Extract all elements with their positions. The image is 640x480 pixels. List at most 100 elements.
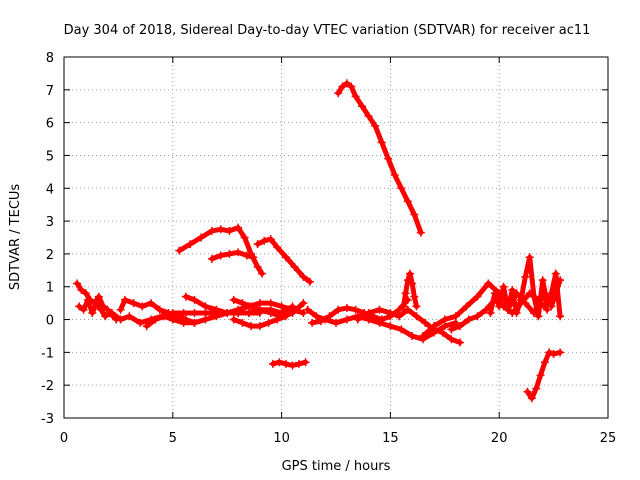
- data-point: [253, 240, 262, 249]
- data-point: [342, 304, 351, 313]
- series-arc-high-1: [175, 223, 267, 278]
- data-point: [347, 82, 356, 91]
- series-arc-steep: [334, 79, 425, 237]
- data-point: [234, 223, 243, 232]
- y-axis-label: SDTVAR / TECUs: [8, 184, 23, 291]
- data-point: [275, 358, 284, 367]
- data-point: [456, 322, 465, 331]
- data-point: [207, 226, 216, 235]
- data-point: [247, 302, 256, 311]
- data-point: [83, 295, 92, 304]
- data-point: [408, 331, 417, 340]
- data-point: [273, 243, 282, 252]
- series-arc-early-2: [75, 295, 121, 324]
- data-series: [73, 79, 565, 403]
- data-point: [532, 384, 541, 393]
- data-point: [77, 286, 86, 295]
- data-point: [416, 228, 425, 237]
- series-arc-drop: [229, 312, 290, 331]
- data-point: [364, 308, 373, 317]
- data-point: [412, 302, 421, 311]
- x-tick-label: 25: [600, 431, 617, 446]
- data-point: [244, 308, 253, 317]
- data-point: [268, 359, 277, 368]
- data-point: [512, 308, 521, 317]
- data-point: [299, 299, 308, 308]
- data-point: [536, 371, 545, 380]
- series-line: [496, 277, 563, 316]
- data-point: [399, 302, 408, 311]
- x-tick-label: 5: [169, 431, 177, 446]
- series-line: [118, 297, 198, 326]
- data-point: [410, 210, 419, 219]
- x-tick-label: 20: [491, 431, 508, 446]
- data-point: [386, 322, 395, 331]
- y-tick-label: 7: [46, 84, 54, 99]
- data-point: [190, 295, 199, 304]
- data-point: [190, 318, 199, 327]
- data-point: [151, 315, 160, 324]
- data-point: [556, 276, 565, 285]
- data-point: [342, 315, 351, 324]
- data-point: [545, 348, 554, 357]
- data-point: [540, 358, 549, 367]
- data-point: [408, 279, 417, 288]
- data-point: [125, 312, 134, 321]
- x-axis-label: GPS time / hours: [282, 459, 391, 474]
- data-point: [353, 315, 362, 324]
- data-point: [521, 272, 530, 281]
- series-arc-high-3: [253, 235, 314, 286]
- series-line: [335, 80, 424, 236]
- data-point: [240, 233, 249, 242]
- data-point: [260, 236, 269, 245]
- series-arc-late-7: [495, 276, 565, 317]
- series-line: [255, 236, 313, 285]
- series-line: [144, 300, 306, 329]
- data-point: [397, 325, 406, 334]
- data-point: [386, 308, 395, 317]
- data-point: [175, 246, 184, 255]
- data-point: [462, 302, 471, 311]
- data-point: [273, 315, 282, 324]
- y-tick-label: 6: [46, 117, 54, 132]
- data-point: [281, 359, 290, 368]
- data-point: [223, 308, 232, 317]
- data-point: [255, 322, 264, 331]
- data-point: [253, 263, 262, 272]
- data-point: [234, 248, 243, 257]
- x-tick-label: 15: [382, 431, 399, 446]
- data-point: [384, 154, 393, 163]
- data-point: [301, 358, 310, 367]
- data-point: [451, 312, 460, 321]
- data-point: [556, 312, 565, 321]
- y-tick-label: 0: [46, 314, 54, 329]
- data-point: [258, 269, 267, 278]
- y-tick-label: -2: [41, 379, 54, 394]
- data-point: [375, 305, 384, 314]
- data-point: [486, 308, 495, 317]
- data-point: [527, 394, 536, 403]
- data-point: [401, 289, 410, 298]
- data-point: [225, 249, 234, 258]
- data-point: [419, 331, 428, 340]
- data-point: [229, 295, 238, 304]
- data-point: [96, 305, 105, 314]
- data-point: [547, 302, 556, 311]
- data-point: [155, 305, 164, 314]
- y-tick-label: -3: [41, 412, 54, 427]
- data-point: [438, 328, 447, 337]
- y-tick-label: -1: [41, 346, 54, 361]
- data-point: [312, 312, 321, 321]
- data-point: [142, 322, 151, 331]
- data-point: [255, 305, 264, 314]
- data-point: [334, 89, 343, 98]
- data-point: [295, 359, 304, 368]
- data-point: [342, 79, 351, 88]
- data-point: [395, 312, 404, 321]
- x-tick-label: 10: [273, 431, 290, 446]
- data-point: [197, 233, 206, 242]
- data-point: [229, 315, 238, 324]
- plot-frame: [63, 56, 609, 419]
- data-point: [247, 322, 256, 331]
- series-arc-negative-1: [268, 358, 310, 370]
